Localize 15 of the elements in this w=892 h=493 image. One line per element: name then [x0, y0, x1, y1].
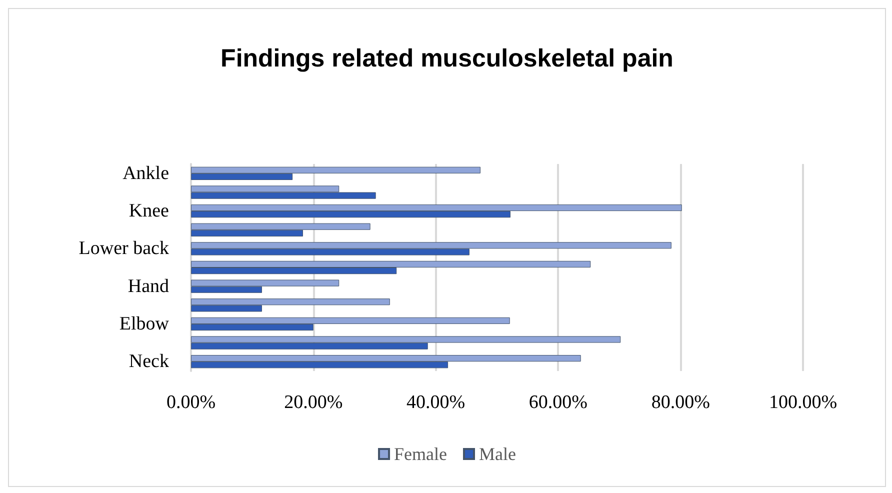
y-tick-label: Neck — [128, 351, 170, 372]
x-tick-label: 0.00% — [166, 392, 216, 413]
chart-title: Findings related musculoskeletal pain — [220, 44, 674, 72]
x-tick-label: 40.00% — [406, 392, 466, 413]
legend-label: Female — [394, 444, 448, 464]
x-tick-label: 60.00% — [528, 392, 588, 413]
x-tick-label: 100.00% — [768, 392, 838, 413]
legend-label: Male — [479, 444, 516, 464]
y-tick-label: Lower back — [78, 238, 170, 260]
x-tick-label: 20.00% — [284, 392, 343, 413]
y-tick-label: Elbow — [119, 313, 170, 334]
y-tick-label: Knee — [128, 200, 169, 222]
x-tick-label: 80.00% — [651, 392, 710, 413]
y-tick-label: Ankle — [122, 162, 169, 184]
y-tick-label: Hand — [128, 276, 170, 297]
